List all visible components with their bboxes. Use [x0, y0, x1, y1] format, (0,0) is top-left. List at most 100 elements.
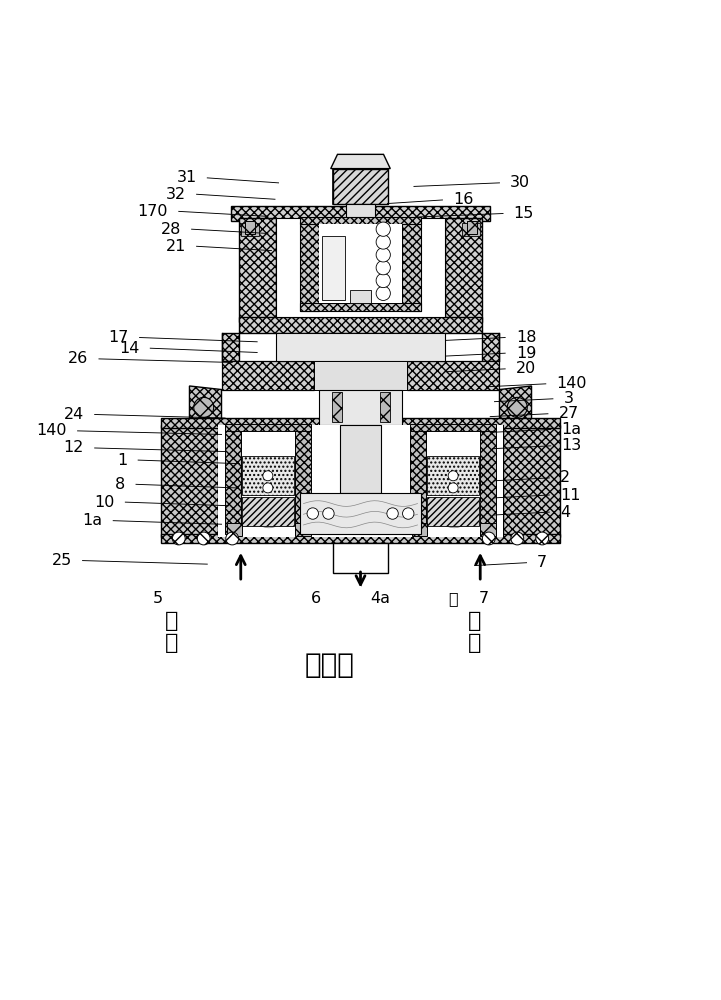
Polygon shape	[482, 333, 500, 361]
Bar	[319, 224, 402, 303]
Text: 13: 13	[562, 438, 582, 453]
Text: 1a: 1a	[82, 513, 102, 528]
Circle shape	[194, 397, 213, 417]
Text: 4: 4	[560, 505, 570, 520]
Circle shape	[508, 397, 527, 417]
Polygon shape	[221, 361, 314, 390]
Bar	[314, 361, 407, 390]
Bar	[242, 497, 293, 526]
Circle shape	[511, 532, 523, 545]
Text: 31: 31	[177, 170, 197, 185]
Bar	[245, 221, 255, 234]
Text: 10: 10	[94, 495, 115, 510]
Circle shape	[376, 286, 390, 300]
Bar	[161, 418, 560, 428]
Text: 水: 水	[165, 633, 178, 653]
Circle shape	[307, 508, 319, 519]
Bar	[300, 303, 421, 311]
Text: 4a: 4a	[371, 591, 391, 606]
Bar	[428, 497, 479, 526]
Bar	[345, 204, 376, 218]
Text: 18: 18	[516, 330, 536, 345]
Text: 7: 7	[537, 555, 547, 570]
Bar	[161, 534, 560, 543]
Polygon shape	[295, 429, 311, 534]
Polygon shape	[480, 429, 496, 534]
Text: 30: 30	[510, 175, 530, 190]
Text: 冷: 冷	[448, 591, 458, 606]
Circle shape	[172, 532, 185, 545]
Bar	[350, 290, 371, 303]
Bar	[226, 523, 242, 536]
Bar	[332, 392, 342, 422]
Text: 2: 2	[560, 470, 570, 485]
Bar	[381, 392, 391, 422]
Circle shape	[263, 483, 273, 493]
Circle shape	[448, 471, 458, 481]
Circle shape	[376, 222, 390, 236]
Text: 26: 26	[68, 351, 88, 366]
Bar	[428, 456, 479, 495]
Text: 16: 16	[453, 192, 474, 207]
Bar	[276, 333, 445, 361]
Text: 21: 21	[166, 239, 186, 254]
Text: 8: 8	[115, 477, 125, 492]
Bar	[322, 236, 345, 300]
Circle shape	[387, 508, 398, 519]
Polygon shape	[300, 222, 319, 311]
Polygon shape	[503, 425, 560, 537]
Text: 15: 15	[514, 206, 534, 221]
Text: 140: 140	[557, 376, 587, 391]
Polygon shape	[410, 429, 426, 534]
Text: 水: 水	[468, 633, 481, 653]
Bar	[467, 221, 477, 234]
Circle shape	[482, 532, 495, 545]
Circle shape	[198, 532, 210, 545]
Bar	[480, 523, 496, 536]
Circle shape	[376, 248, 390, 262]
Text: 25: 25	[52, 553, 72, 568]
Text: 5: 5	[152, 591, 162, 606]
Text: 140: 140	[36, 423, 67, 438]
Bar	[340, 425, 381, 493]
Bar	[225, 424, 311, 431]
Circle shape	[226, 532, 239, 545]
Text: 14: 14	[119, 341, 140, 356]
Bar	[239, 317, 482, 333]
Polygon shape	[402, 222, 421, 311]
Circle shape	[448, 483, 458, 493]
Text: 混合水: 混合水	[304, 651, 354, 679]
Polygon shape	[221, 333, 239, 361]
Polygon shape	[161, 425, 218, 537]
Bar	[412, 523, 428, 536]
Text: 17: 17	[108, 330, 129, 345]
Polygon shape	[445, 218, 482, 322]
Bar	[333, 543, 388, 573]
Polygon shape	[331, 154, 390, 169]
Polygon shape	[407, 361, 500, 390]
Bar	[242, 456, 293, 495]
Text: 3: 3	[564, 391, 574, 406]
Circle shape	[376, 273, 390, 288]
Polygon shape	[225, 429, 241, 534]
Bar	[276, 218, 445, 317]
Text: 热: 热	[165, 611, 178, 631]
Text: 冷: 冷	[468, 611, 481, 631]
Bar	[231, 206, 490, 221]
Bar	[300, 217, 421, 224]
Circle shape	[402, 508, 414, 519]
Text: 27: 27	[559, 406, 579, 421]
Bar	[410, 424, 496, 431]
Circle shape	[323, 508, 334, 519]
Text: 24: 24	[63, 407, 84, 422]
Circle shape	[376, 235, 390, 249]
Text: 32: 32	[166, 187, 186, 202]
Bar	[462, 223, 479, 236]
Polygon shape	[500, 386, 531, 429]
Polygon shape	[333, 169, 388, 204]
Bar	[242, 223, 259, 236]
Text: 11: 11	[560, 488, 580, 503]
Text: 1: 1	[118, 453, 128, 468]
Text: 1a: 1a	[562, 422, 582, 437]
Text: 28: 28	[161, 222, 181, 237]
